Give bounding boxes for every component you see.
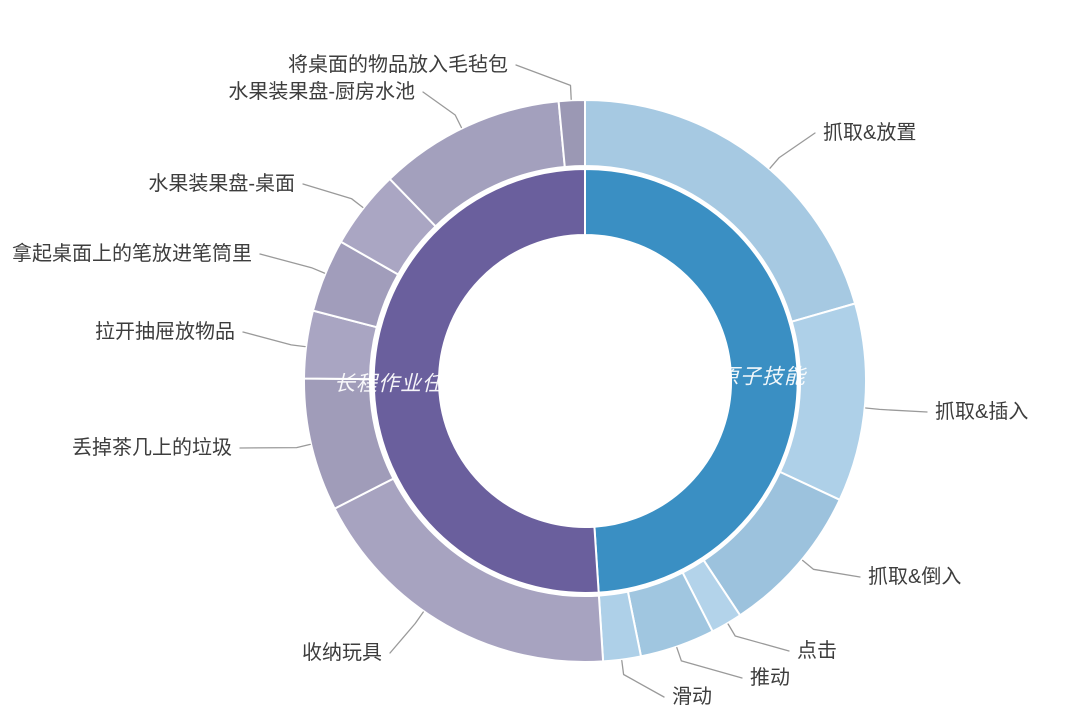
ring-label-atomic-skills: 原子技能 [718,366,807,389]
segment-label-fruit-plate-kitchen-sink: 水果装果盘-厨房水池 [228,80,415,103]
label-pointer-grasp-insert [865,407,928,413]
segment-label-grasp-place: 抓取&放置 [823,121,916,144]
label-pointer-fruit-plate-kitchen-sink [422,91,463,129]
label-pointer-open-drawer-put-items [242,331,306,348]
label-pointer-grasp-pour [801,559,861,578]
inner-segment-atomic-skills [584,167,799,594]
segment-label-fruit-plate-desktop: 水果装果盘-桌面 [148,172,295,195]
inner-segment-long-horizon-tasks [372,168,600,594]
label-pointer-store-toys [389,611,424,654]
segment-label-slide: 滑动 [672,685,712,708]
label-pointer-grasp-place [769,132,816,169]
segment-label-grasp-pour: 抓取&倒入 [868,565,961,588]
outer-segment-put-desktop-items-felt-bag [557,98,586,168]
segment-label-push: 推动 [750,666,790,689]
label-pointer-slide [621,659,665,698]
segment-label-store-toys: 收纳玩具 [302,641,382,664]
label-pointer-push [676,646,743,679]
label-pointer-throw-trash-coffee-table [239,443,311,449]
segment-label-grasp-insert: 抓取&插入 [935,400,1028,423]
segment-label-open-drawer-put-items: 拉开抽屉放物品 [95,320,235,343]
segment-label-put-pen-into-holder: 拿起桌面上的笔放进笔筒里 [12,241,252,265]
label-pointer-put-desktop-items-felt-bag [515,64,572,100]
ring-label-long-horizon-tasks: 长程作业任务 [334,373,467,396]
segment-label-throw-trash-coffee-table: 丢掉茶几上的垃圾 [72,436,232,459]
label-pointer-click [727,623,790,652]
label-pointer-fruit-plate-desktop [302,183,364,209]
label-pointer-put-pen-into-holder [259,253,326,274]
segment-label-put-desktop-items-felt-bag: 将桌面的物品放入毛毡包 [288,53,508,76]
segment-label-click: 点击 [797,639,837,662]
